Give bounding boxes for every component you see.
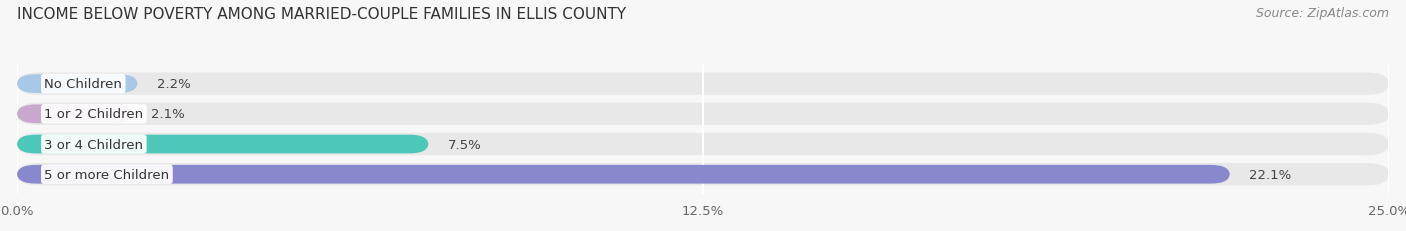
Text: 22.1%: 22.1% [1249, 168, 1291, 181]
Text: INCOME BELOW POVERTY AMONG MARRIED-COUPLE FAMILIES IN ELLIS COUNTY: INCOME BELOW POVERTY AMONG MARRIED-COUPL… [17, 7, 626, 22]
Text: 2.2%: 2.2% [157, 78, 191, 91]
Text: 5 or more Children: 5 or more Children [45, 168, 170, 181]
FancyBboxPatch shape [17, 163, 1389, 186]
FancyBboxPatch shape [17, 135, 429, 154]
Text: 7.5%: 7.5% [447, 138, 481, 151]
FancyBboxPatch shape [17, 165, 1230, 184]
Text: Source: ZipAtlas.com: Source: ZipAtlas.com [1256, 7, 1389, 20]
Text: No Children: No Children [45, 78, 122, 91]
FancyBboxPatch shape [17, 103, 1389, 125]
Text: 2.1%: 2.1% [152, 108, 186, 121]
FancyBboxPatch shape [17, 133, 1389, 155]
Text: 3 or 4 Children: 3 or 4 Children [45, 138, 143, 151]
Text: 1 or 2 Children: 1 or 2 Children [45, 108, 143, 121]
FancyBboxPatch shape [17, 105, 132, 124]
FancyBboxPatch shape [17, 75, 138, 94]
FancyBboxPatch shape [17, 73, 1389, 95]
